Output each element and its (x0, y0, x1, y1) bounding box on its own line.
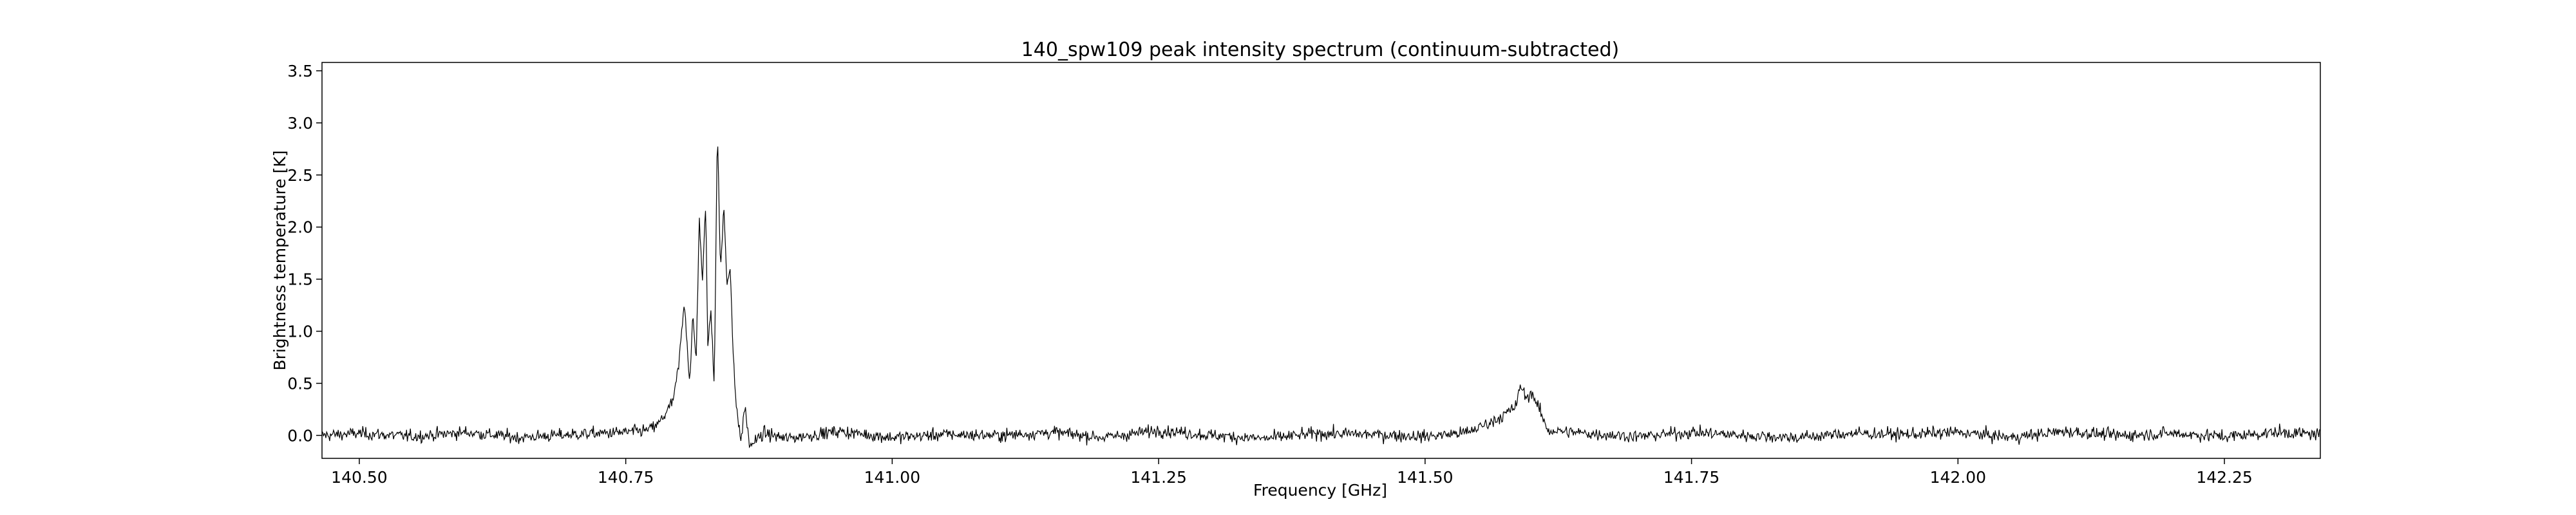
y-axis-label: Brightness temperature [K] (270, 150, 289, 370)
y-tick-label: 1.0 (287, 323, 313, 341)
y-tick-label: 3.0 (287, 114, 313, 133)
spectrum-line (322, 146, 2320, 449)
x-tick-label: 140.75 (598, 468, 654, 487)
y-tick-label: 0.5 (287, 374, 313, 393)
axis-ticks: 140.50 140.75 141.00 141.25 141.50 141.75 142.… (287, 62, 2253, 487)
y-tick-label: 2.0 (287, 218, 313, 237)
x-tick-label: 142.25 (2196, 468, 2252, 487)
x-tick-label: 141.00 (864, 468, 920, 487)
x-tick-label: 141.50 (1397, 468, 1453, 487)
chart-title: 140_spw109 peak intensity spectrum (cont… (1021, 39, 1620, 61)
y-tick-label: 3.5 (287, 62, 313, 80)
x-axis-label: Frequency [GHz] (1253, 481, 1387, 500)
plot-frame (321, 62, 2321, 459)
x-tick-label: 142.00 (1930, 468, 1986, 487)
x-tick-label: 141.75 (1663, 468, 1719, 487)
x-tick-label: 141.25 (1130, 468, 1186, 487)
y-tick-label: 0.0 (287, 426, 313, 445)
y-tick-label: 1.5 (287, 270, 313, 289)
x-tick-label: 140.50 (331, 468, 387, 487)
y-tick-label: 2.5 (287, 166, 313, 185)
